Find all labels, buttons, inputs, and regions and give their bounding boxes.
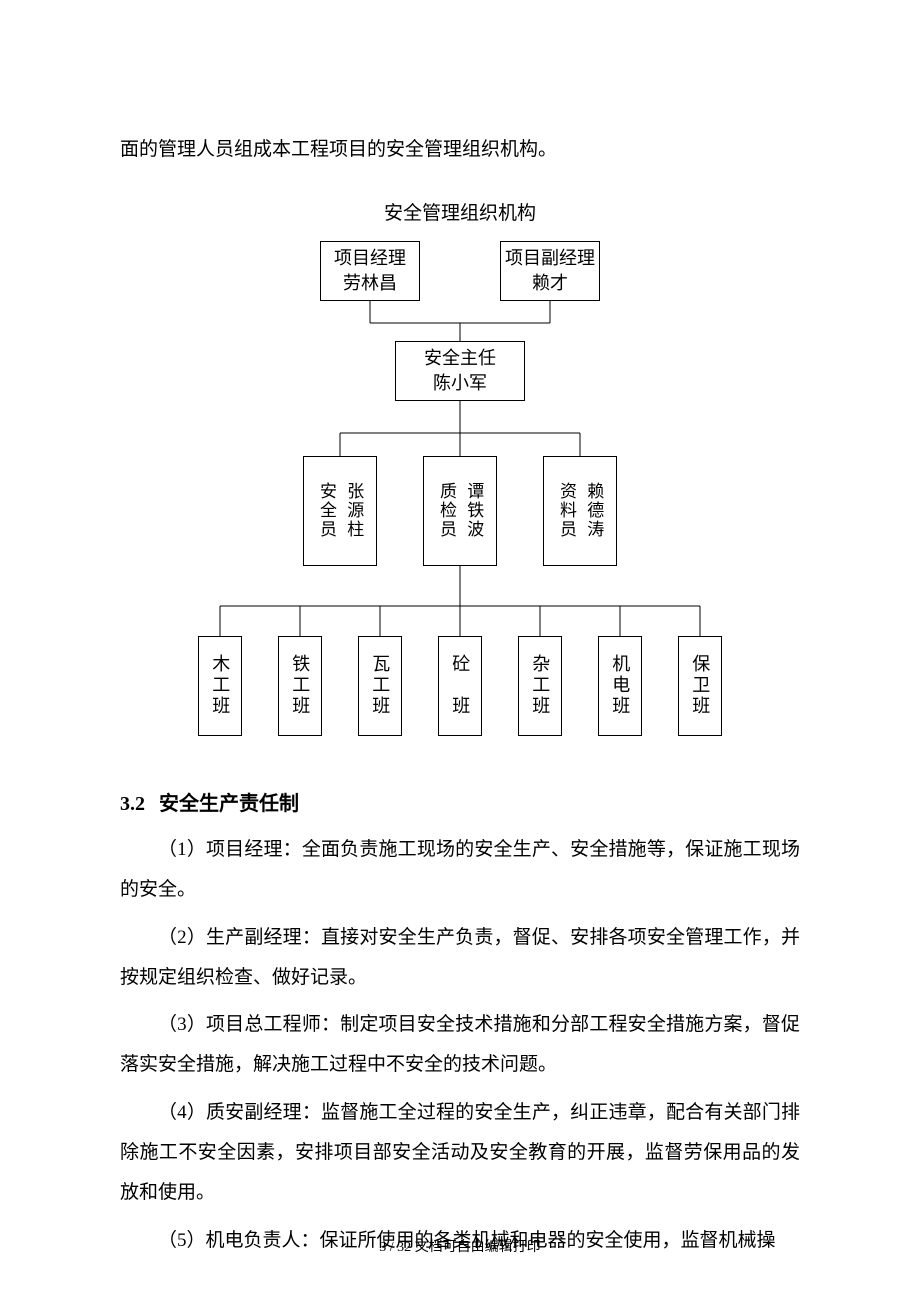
node-team: 保卫班 — [678, 636, 722, 736]
document-page: 面的管理人员组成本工程项目的安全管理组织机构。 安全管理组织机构 — [0, 0, 920, 1302]
node-team: 瓦工班 — [358, 636, 402, 736]
heading-text: 安全生产责任制 — [159, 793, 299, 815]
node-quality-inspector: 质检员 谭铁波 — [423, 456, 497, 566]
page-footer: 3 / 32 文档可自由编辑打印 — [0, 1236, 920, 1256]
node-team: 木工班 — [198, 636, 242, 736]
body-paragraph: （3）项目总工程师：制定项目安全技术措施和分部工程安全措施方案，督促落实安全措施… — [120, 1005, 800, 1085]
node-role: 安全员 — [316, 482, 337, 539]
heading-number: 3.2 — [120, 793, 145, 815]
node-role: 项目副经理 — [505, 246, 595, 271]
node-name: 赖才 — [532, 271, 568, 296]
footer-page-number: 3 / 32 — [379, 1240, 411, 1255]
node-role: 安全主任 — [424, 346, 496, 371]
node-label: 木工班 — [209, 654, 232, 717]
node-label: 杂工班 — [529, 654, 552, 717]
body-paragraph: （2）生产副经理：直接对安全生产负责，督促、安排各项安全管理工作，并按规定组织检… — [120, 918, 800, 998]
body-paragraph: （4）质安副经理：监督施工全过程的安全生产，纠正违章，配合有关部门排除施工不安全… — [120, 1093, 800, 1213]
node-label: 保卫班 — [689, 654, 712, 717]
node-name: 张源柱 — [343, 482, 364, 539]
node-role: 质检员 — [436, 482, 457, 539]
node-safety-director: 安全主任 陈小军 — [395, 341, 525, 401]
body-paragraph: （1）项目经理：全面负责施工现场的安全生产、安全措施等，保证施工现场的安全。 — [120, 830, 800, 910]
node-team: 杂工班 — [518, 636, 562, 736]
node-team: 砼 班 — [438, 636, 482, 736]
footer-note: 文档可自由编辑打印 — [415, 1240, 541, 1255]
node-deputy-manager: 项目副经理 赖才 — [500, 241, 600, 301]
node-role: 资料员 — [556, 482, 577, 539]
node-team: 铁工班 — [278, 636, 322, 736]
chart-title: 安全管理组织机构 — [120, 198, 800, 225]
node-team: 机电班 — [598, 636, 642, 736]
node-label: 机电班 — [609, 654, 632, 717]
section-heading: 3.2 安全生产责任制 — [120, 787, 800, 816]
node-safety-officer: 安全员 张源柱 — [303, 456, 377, 566]
node-label: 瓦工班 — [369, 654, 392, 717]
org-chart: 项目经理 劳林昌 项目副经理 赖才 安全主任 陈小军 安全员 张源柱 质检员 谭… — [180, 241, 740, 761]
node-name: 谭铁波 — [463, 482, 484, 539]
node-name: 赖德涛 — [583, 482, 604, 539]
node-label: 砼 班 — [449, 654, 472, 717]
node-project-manager: 项目经理 劳林昌 — [320, 241, 420, 301]
intro-paragraph: 面的管理人员组成本工程项目的安全管理组织机构。 — [120, 130, 800, 170]
node-role: 项目经理 — [334, 246, 406, 271]
node-material-officer: 资料员 赖德涛 — [543, 456, 617, 566]
node-label: 铁工班 — [289, 654, 312, 717]
node-name: 陈小军 — [433, 371, 487, 396]
node-name: 劳林昌 — [343, 271, 397, 296]
